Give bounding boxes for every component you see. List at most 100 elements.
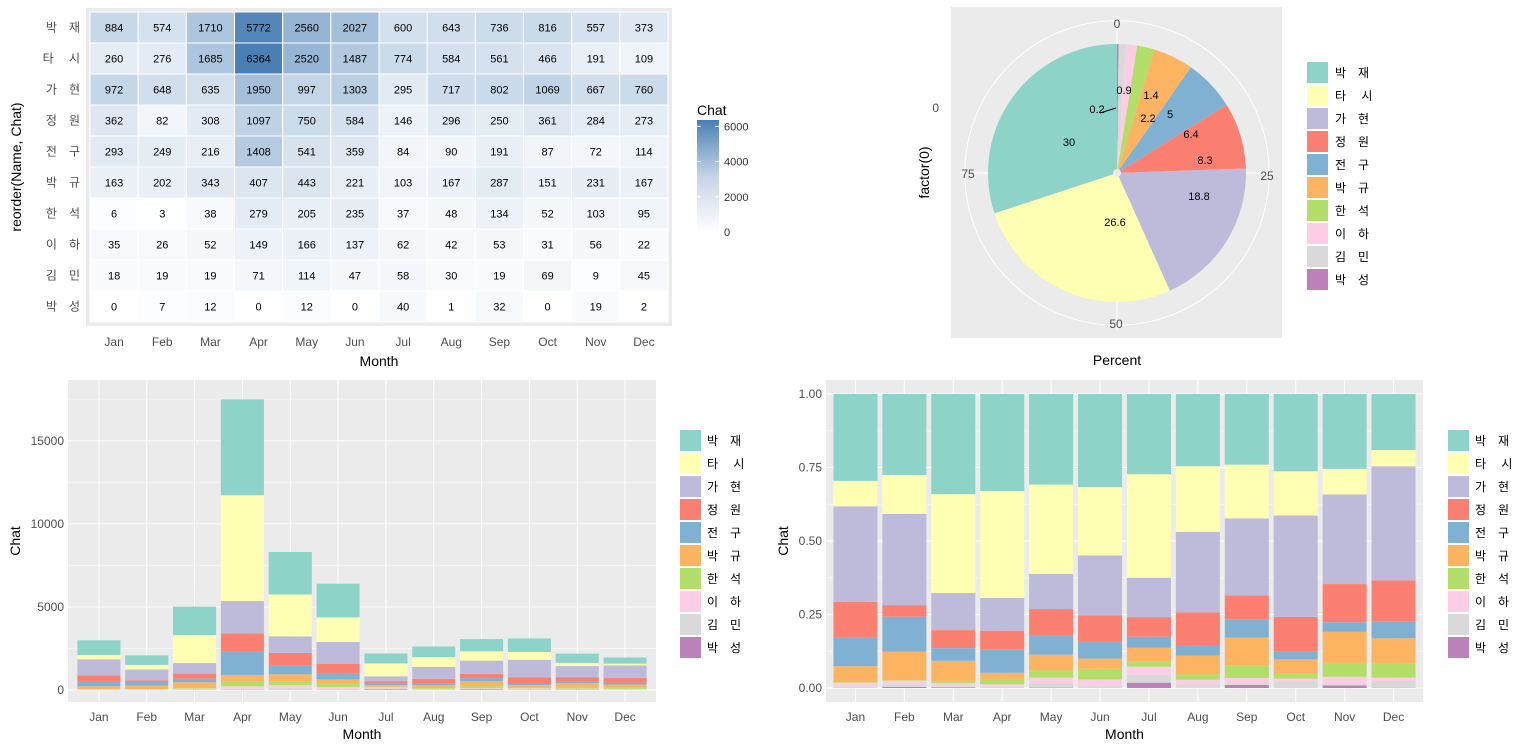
bar-segment <box>1078 658 1123 669</box>
cell-value-label: 95 <box>638 209 650 221</box>
bar-segment <box>364 688 408 690</box>
bar-segment <box>125 664 169 670</box>
bar-segment <box>833 686 878 688</box>
y-tick-label: 전 구 <box>46 145 80 159</box>
bar-segment <box>316 617 360 643</box>
bar-segment <box>833 601 878 638</box>
legend-swatch <box>680 637 701 658</box>
legend-swatch <box>1307 177 1328 198</box>
bar-segment <box>882 394 927 475</box>
bar-segment <box>1224 518 1269 596</box>
cell-value-label: 52 <box>204 240 216 252</box>
heatmap-cell <box>282 228 332 261</box>
legend-swatch <box>1307 200 1328 221</box>
bar-segment <box>173 606 217 636</box>
bar-segment <box>125 685 169 690</box>
x-axis-title: Month <box>343 726 382 742</box>
heatmap-cell <box>137 42 187 75</box>
cell-value-label: 308 <box>201 116 219 128</box>
bar-segment <box>555 688 599 690</box>
legend-swatch <box>680 430 701 451</box>
legend-label: 이 하 <box>1475 595 1509 609</box>
bar-segment <box>1322 494 1367 585</box>
heatmap-cell <box>234 290 284 323</box>
bar-segment <box>316 583 360 618</box>
bar-segment <box>1175 684 1220 688</box>
legend-swatch <box>1448 453 1469 474</box>
cell-value-label: 19 <box>156 271 168 283</box>
legend-swatch <box>1307 108 1328 129</box>
heatmap-cell <box>234 42 284 75</box>
y-tick-label: 박 규 <box>46 176 80 190</box>
cell-value-label: 2 <box>641 302 647 314</box>
cell-value-label: 0 <box>256 302 262 314</box>
bar-segment <box>1224 684 1269 688</box>
heatmap-cell <box>426 166 476 199</box>
legend-swatch <box>1307 62 1328 83</box>
bar-segment <box>412 646 456 658</box>
legend-label: 김 민 <box>707 618 741 632</box>
cell-value-label: 19 <box>204 271 216 283</box>
bar-segment <box>1078 668 1123 680</box>
bar-segment <box>1126 682 1171 688</box>
heatmap-cell <box>619 290 669 323</box>
bar-segment <box>173 663 217 674</box>
bar-segment <box>1029 573 1074 610</box>
legend-label: 한 석 <box>1335 204 1369 218</box>
bar-segment <box>931 660 976 681</box>
heatmap-cell <box>185 228 235 261</box>
cell-value-label: 284 <box>587 116 605 128</box>
heatmap-cell <box>378 73 428 106</box>
bar-segment <box>1029 394 1074 485</box>
radial-tick-label: 0 <box>1114 17 1121 31</box>
colorbar-tick-label: 6000 <box>724 121 748 133</box>
bar-segment <box>931 686 976 688</box>
bar-segment <box>460 639 504 652</box>
legend-label: 김 민 <box>1475 618 1509 632</box>
bar-segment <box>980 490 1025 598</box>
bar-segment <box>268 674 312 682</box>
bar-segment <box>125 669 169 681</box>
bar-segment <box>833 480 878 507</box>
heatmap-cell <box>378 42 428 75</box>
y-tick-label: 0.50 <box>799 534 823 548</box>
cell-value-label: 146 <box>394 116 412 128</box>
legend-swatch <box>1448 499 1469 520</box>
heatmap-cell <box>330 290 380 323</box>
heatmap-cell <box>89 11 139 44</box>
bar-segment <box>125 680 169 682</box>
heatmap-cell <box>137 259 187 292</box>
cell-value-label: 56 <box>590 240 602 252</box>
cell-value-label: 87 <box>541 147 553 159</box>
x-tick-label: Sep <box>471 710 493 724</box>
heatmap-cell <box>89 197 139 230</box>
bar-segment <box>507 652 551 660</box>
bar-segment <box>220 633 264 652</box>
pie-slice <box>1117 44 1126 174</box>
bar-segment <box>316 642 360 664</box>
cell-value-label: 1950 <box>246 85 270 97</box>
bar-segment <box>603 689 647 690</box>
heatmap-cell <box>330 197 380 230</box>
bar-segment <box>1224 637 1269 666</box>
cell-value-label: 114 <box>635 147 653 159</box>
bar-segment <box>980 394 1025 491</box>
cell-value-label: 362 <box>105 116 123 128</box>
bar-segment <box>1175 612 1220 646</box>
bar-segment <box>980 597 1025 631</box>
cell-value-label: 9 <box>593 271 599 283</box>
cell-value-label: 802 <box>490 85 508 97</box>
legend-label: 정 원 <box>707 503 741 517</box>
bar-segment <box>1175 531 1220 613</box>
x-tick-label: Mar <box>943 710 964 724</box>
bar-segment <box>1371 663 1416 678</box>
bar-segment <box>1126 674 1171 683</box>
cell-value-label: 40 <box>397 302 409 314</box>
bar-segment <box>1126 661 1171 667</box>
cell-value-label: 134 <box>490 209 508 221</box>
heatmap-cell <box>378 290 428 323</box>
heatmap-cell <box>137 135 187 168</box>
y-tick-label: 10000 <box>31 517 65 531</box>
legend-swatch <box>1448 637 1469 658</box>
bar-segment <box>1322 468 1367 495</box>
